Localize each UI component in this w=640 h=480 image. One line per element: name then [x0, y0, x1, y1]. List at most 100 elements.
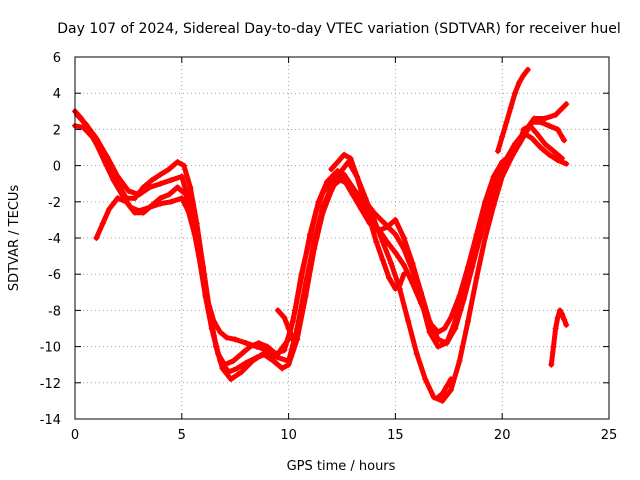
data-point	[202, 292, 209, 299]
y-tick-label: -6	[48, 268, 61, 283]
x-tick-label: 15	[387, 428, 404, 443]
data-point	[447, 314, 454, 321]
data-point	[249, 358, 256, 365]
y-tick-label: 6	[53, 51, 61, 66]
data-point	[516, 79, 523, 86]
data-point	[174, 158, 181, 165]
y-tick-label: -4	[48, 232, 61, 247]
data-point	[259, 350, 266, 357]
data-point	[93, 235, 100, 241]
data-point	[396, 282, 403, 289]
grid-layer	[75, 57, 609, 419]
data-point	[512, 90, 519, 97]
data-point	[512, 148, 519, 155]
data-point	[392, 285, 399, 292]
data-point	[548, 361, 555, 368]
data-point	[554, 314, 561, 321]
x-axis-label: GPS time / hours	[287, 459, 396, 474]
data-point	[529, 135, 536, 142]
data-point	[388, 260, 395, 267]
y-tick-label: 0	[53, 160, 61, 175]
data-point	[413, 350, 420, 357]
data-point	[168, 198, 175, 205]
data-point	[349, 191, 356, 198]
data-point	[482, 235, 489, 241]
tick-layer: 0 5 10 15 20 25 -14 -12 -10 -8 -6 -4 -2 0 2 4 6	[40, 51, 618, 443]
x-tick-label: 5	[178, 428, 186, 443]
data-point	[422, 376, 429, 383]
data-point	[223, 334, 230, 341]
y-tick-label: -8	[48, 304, 61, 319]
data-point	[80, 124, 87, 131]
data-point	[123, 198, 130, 205]
data-point	[443, 383, 450, 390]
data-point	[272, 350, 279, 357]
data-point	[524, 66, 531, 73]
series-track-e	[275, 307, 296, 342]
data-point	[232, 336, 239, 343]
data-point	[494, 180, 501, 187]
series-track-d	[93, 119, 567, 368]
y-tick-label: 2	[53, 123, 61, 138]
data-point	[379, 256, 386, 263]
data-point	[409, 260, 416, 267]
data-point	[373, 238, 380, 245]
data-point	[507, 104, 514, 111]
data-point	[503, 162, 510, 169]
data-point	[289, 318, 296, 325]
data-point	[215, 350, 222, 357]
data-point	[165, 191, 172, 198]
data-point	[426, 318, 433, 325]
data-point	[392, 216, 399, 223]
data-point	[469, 263, 476, 270]
data-point	[552, 325, 559, 332]
data-point	[537, 144, 544, 151]
data-point	[165, 166, 172, 173]
x-tick-label: 25	[601, 428, 618, 443]
data-point	[187, 184, 194, 191]
data-point	[230, 358, 237, 365]
data-point	[99, 220, 106, 227]
data-point	[477, 231, 484, 238]
data-point	[114, 195, 121, 202]
data-point	[439, 390, 446, 397]
data-point	[405, 318, 412, 325]
data-point	[546, 122, 553, 129]
x-tick-label: 10	[280, 428, 297, 443]
x-tick-label: 20	[494, 428, 511, 443]
data-point	[306, 231, 313, 238]
data-point	[460, 296, 467, 303]
data-point	[494, 169, 501, 176]
data-point	[281, 314, 288, 321]
data-point	[238, 368, 245, 375]
data-point	[157, 200, 164, 207]
series-track-g	[435, 376, 454, 400]
data-point	[563, 101, 570, 108]
data-point	[465, 318, 472, 325]
chart-title: Day 107 of 2024, Sidereal Day-to-day VTE…	[57, 21, 620, 37]
data-point	[561, 316, 568, 323]
data-point	[125, 187, 132, 194]
data-point	[264, 343, 271, 350]
data-point	[435, 394, 442, 401]
data-point	[183, 191, 190, 198]
data-point	[227, 376, 234, 383]
data-point	[550, 148, 557, 155]
data-point	[238, 350, 245, 357]
data-point	[148, 202, 155, 209]
data-point	[360, 195, 367, 202]
data-point	[486, 202, 493, 209]
data-point	[131, 209, 138, 216]
data-point	[328, 187, 335, 194]
data-point	[533, 130, 540, 137]
data-point	[274, 307, 281, 314]
data-point	[178, 195, 185, 202]
data-point	[520, 72, 527, 79]
data-point	[270, 358, 277, 365]
y-tick-label: -2	[48, 196, 61, 211]
data-point	[255, 339, 262, 346]
data-point	[140, 209, 147, 216]
data-point	[441, 325, 448, 332]
data-point	[554, 157, 561, 164]
